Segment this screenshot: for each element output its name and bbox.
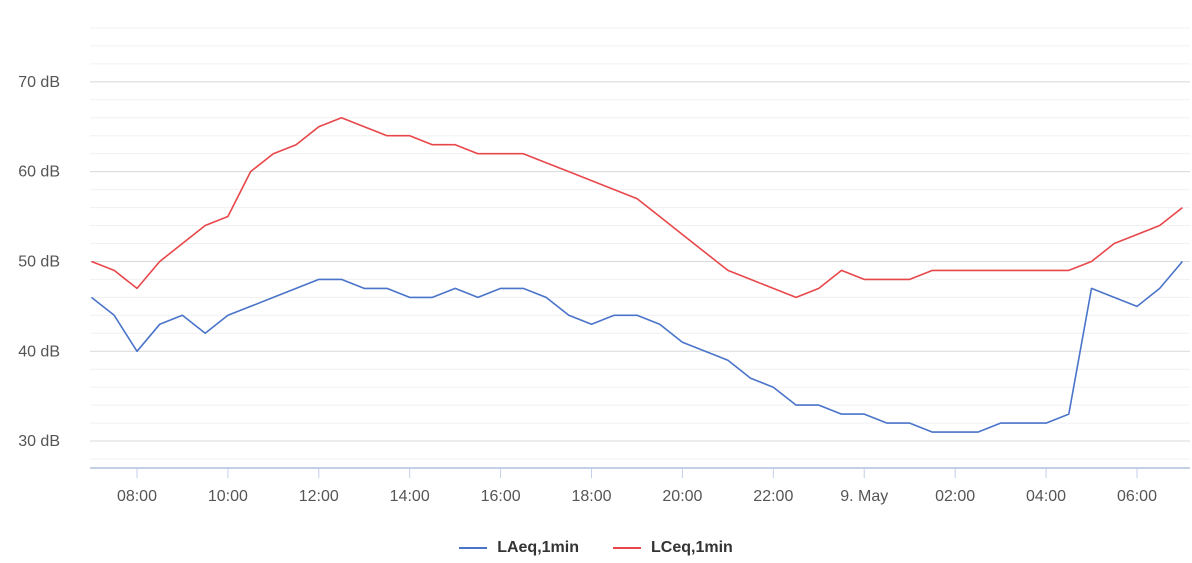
- legend-label-lceq: LCeq,1min: [651, 539, 733, 556]
- y-tick-label: 30 dB: [18, 433, 60, 450]
- chart-gridlines: [90, 27, 1190, 460]
- y-tick-label: 40 dB: [18, 343, 60, 360]
- y-tick-label: 60 dB: [18, 164, 60, 181]
- y-tick-label: 70 dB: [18, 74, 60, 91]
- chart-svg: 30 dB 40 dB 50 dB 60 dB 70 dB 08:00 10:00 12:00…: [18, 27, 1190, 505]
- series-line-lceq[interactable]: [91, 117, 1183, 299]
- x-tick-label: 16:00: [481, 488, 521, 505]
- chart-series: [91, 117, 1184, 433]
- legend-swatch-lceq: [613, 547, 641, 549]
- x-tick-label: 9. May: [840, 488, 888, 505]
- series-line-laeq[interactable]: [91, 260, 1184, 433]
- chart-axes: 30 dB 40 dB 50 dB 60 dB 70 dB 08:00 10:00 12:00…: [18, 74, 1190, 505]
- chart-legend: LAeq,1min LCeq,1min: [0, 536, 1192, 560]
- x-tick-label: 04:00: [1026, 488, 1066, 505]
- x-tick-label: 08:00: [117, 488, 157, 505]
- legend-item-lceq[interactable]: LCeq,1min: [613, 539, 733, 557]
- legend-label-laeq: LAeq,1min: [497, 539, 579, 556]
- x-tick-label: 14:00: [390, 488, 430, 505]
- x-tick-label: 10:00: [208, 488, 248, 505]
- legend-item-laeq[interactable]: LAeq,1min: [459, 539, 579, 557]
- x-tick-label: 22:00: [753, 488, 793, 505]
- x-tick-label: 02:00: [935, 488, 975, 505]
- x-tick-label: 18:00: [571, 488, 611, 505]
- legend-swatch-laeq: [459, 547, 488, 549]
- y-tick-label: 50 dB: [18, 253, 60, 270]
- x-tick-label: 12:00: [299, 488, 339, 505]
- x-tick-label: 06:00: [1117, 488, 1157, 505]
- x-tick-label: 20:00: [662, 488, 702, 505]
